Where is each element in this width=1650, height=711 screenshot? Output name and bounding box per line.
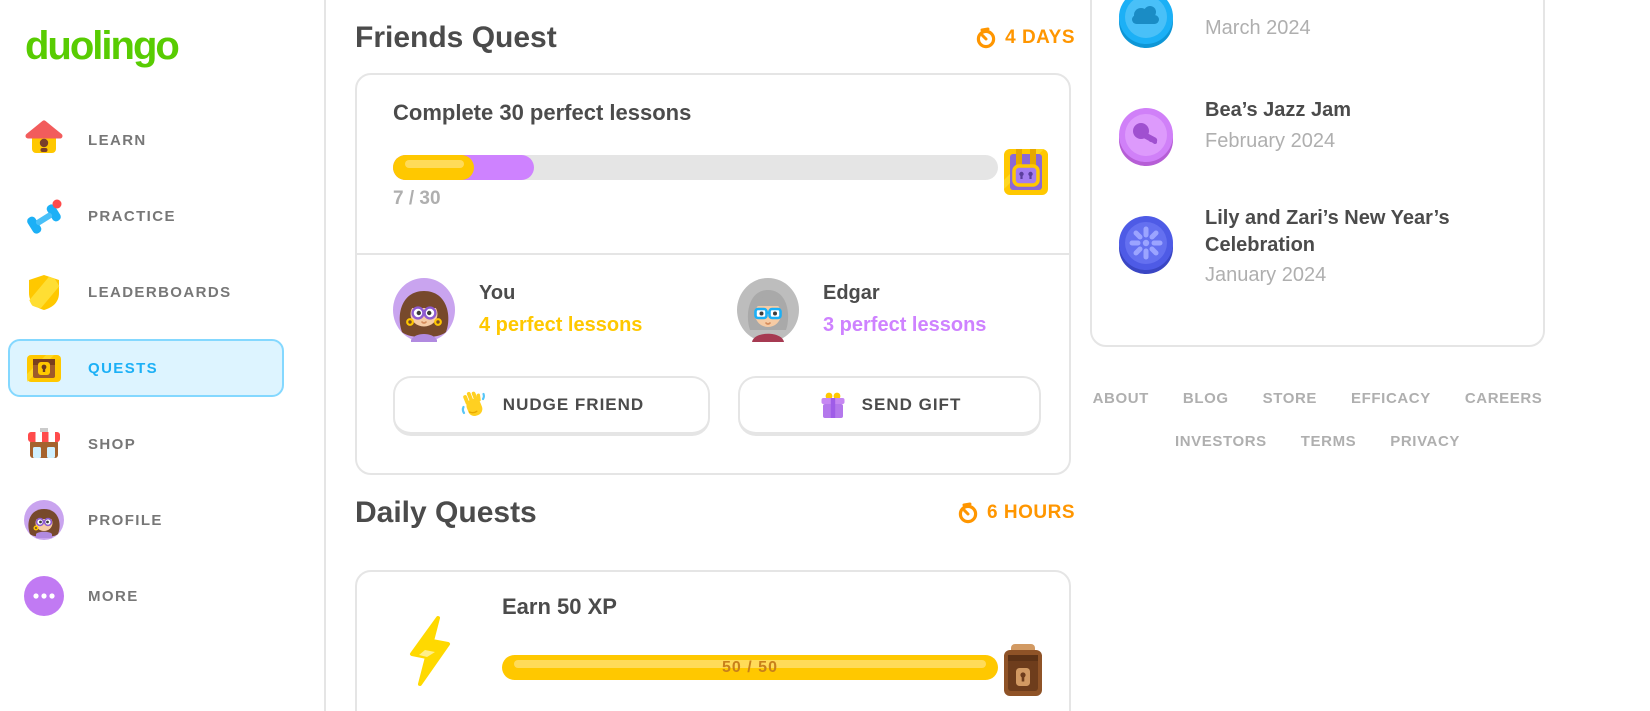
avatar-edgar — [737, 278, 799, 347]
timer-clock-icon — [958, 502, 978, 524]
footer-link-careers[interactable]: CAREERS — [1464, 390, 1543, 407]
badge-title: Lily and Zari’s New Year’s Celebration — [1205, 207, 1450, 256]
sidebar-item-label: SHOP — [88, 435, 137, 453]
duolingo-logo[interactable]: duolingo — [25, 24, 180, 68]
quests-main: Friends Quest 4 DAYS Complete 30 perfect… — [355, 0, 1075, 711]
badge-date: March 2024 — [1205, 17, 1311, 39]
daily-quest-progress-label: 50 / 50 — [722, 658, 778, 676]
friends-quest-title: Friends Quest — [355, 21, 557, 54]
daily-quests-header: Daily Quests 6 HOURS — [355, 493, 1075, 533]
shield-icon — [20, 269, 67, 316]
friends-quest-timer-label: 4 DAYS — [1005, 27, 1075, 48]
daily-quests-title: Daily Quests — [355, 496, 537, 529]
sidebar-item-leaderboards[interactable]: LEADERBOARDS — [8, 263, 284, 321]
daily-quests-card: Earn 50 XP 50 / 50 — [355, 570, 1071, 711]
footer-link-privacy[interactable]: PRIVACY — [1390, 433, 1461, 450]
friends-quest-challenge: Complete 30 perfect lessons — [393, 100, 692, 125]
progress-highlight — [514, 660, 986, 668]
footer-links-row-2: INVESTORS TERMS PRIVACY — [1090, 433, 1545, 450]
daily-chest-icon — [1000, 642, 1046, 707]
card-divider — [357, 253, 1069, 255]
friends-quest-card: Complete 30 perfect lessons — [355, 73, 1071, 475]
more-dots-icon — [24, 576, 64, 616]
sidebar-item-label: LEADERBOARDS — [88, 283, 232, 301]
send-gift-button[interactable]: SEND GIFT — [738, 376, 1041, 436]
gift-icon — [821, 392, 845, 418]
home-icon — [24, 120, 64, 160]
daily-quests-timer: 6 HOURS — [957, 502, 1075, 524]
chest-icon — [24, 348, 64, 388]
sidebar-item-label: PRACTICE — [88, 207, 176, 225]
friends-quest-progress-label: 7 / 30 — [393, 188, 441, 209]
friends-quest-timer: 4 DAYS — [975, 27, 1075, 49]
badge-jazz-icon — [1117, 107, 1175, 168]
badge-march-icon — [1117, 0, 1175, 50]
badge-title: Bea’s Jazz Jam — [1205, 99, 1352, 121]
timer-clock-icon — [976, 27, 996, 49]
daily-quest-progress-bar: 50 / 50 — [502, 655, 998, 680]
footer-link-efficacy[interactable]: EFFICACY — [1351, 390, 1431, 407]
dumbbell-icon — [24, 196, 64, 236]
sidebar-item-practice[interactable]: PRACTICE — [8, 187, 284, 245]
friends-quest-header: Friends Quest 4 DAYS — [355, 18, 1075, 58]
avatar-lily-icon — [24, 500, 64, 540]
avatar-you — [393, 278, 455, 347]
badge-card: March 2024 Bea’s Jazz Jam February 2024 — [1090, 0, 1545, 347]
member-you-name: You — [479, 282, 516, 304]
sidebar-item-label: MORE — [88, 587, 139, 605]
progress-highlight — [405, 160, 464, 168]
sidebar-item-more[interactable]: MORE — [8, 567, 284, 625]
sidebar-item-quests[interactable]: QUESTS — [8, 339, 284, 397]
badge-newyear-icon — [1117, 215, 1175, 276]
storefront-icon — [24, 424, 64, 464]
sidebar-item-profile[interactable]: PROFILE — [8, 491, 284, 549]
footer-link-terms[interactable]: TERMS — [1300, 433, 1357, 450]
badges-panel: March 2024 Bea’s Jazz Jam February 2024 — [1090, 0, 1545, 711]
sidebar-item-label: LEARN — [88, 131, 147, 149]
member-edgar-stat: 3 perfect lessons — [823, 314, 987, 336]
sidebar-item-label: QUESTS — [88, 359, 159, 377]
friends-chest-icon — [1002, 146, 1050, 203]
sidebar-item-shop[interactable]: SHOP — [8, 415, 284, 473]
footer-links-row-1: ABOUT BLOG STORE EFFICACY CAREERS — [1090, 390, 1545, 407]
badge-date: January 2024 — [1205, 264, 1327, 286]
friends-progress-you-segment — [393, 155, 474, 180]
sidebar-item-learn[interactable]: LEARN — [8, 111, 284, 169]
daily-quests-timer-label: 6 HOURS — [987, 502, 1075, 523]
member-you-stat: 4 perfect lessons — [479, 314, 643, 336]
nudge-friend-button[interactable]: NUDGE FRIEND — [393, 376, 710, 436]
footer-link-investors[interactable]: INVESTORS — [1174, 433, 1267, 450]
sidebar-item-label: PROFILE — [88, 511, 163, 529]
daily-quest-name: Earn 50 XP — [502, 594, 617, 619]
badge-date: February 2024 — [1205, 130, 1336, 152]
send-gift-label: SEND GIFT — [861, 395, 962, 414]
footer-link-store[interactable]: STORE — [1262, 390, 1318, 407]
member-edgar-name: Edgar — [823, 282, 880, 304]
friends-quest-progress-bar — [393, 155, 998, 180]
nudge-friend-label: NUDGE FRIEND — [502, 395, 645, 414]
sidebar-divider — [324, 0, 326, 711]
footer-link-blog[interactable]: BLOG — [1182, 390, 1229, 407]
waving-hand-icon — [461, 391, 485, 417]
lightning-bolt-icon — [407, 616, 453, 691]
footer-link-about[interactable]: ABOUT — [1092, 390, 1149, 407]
